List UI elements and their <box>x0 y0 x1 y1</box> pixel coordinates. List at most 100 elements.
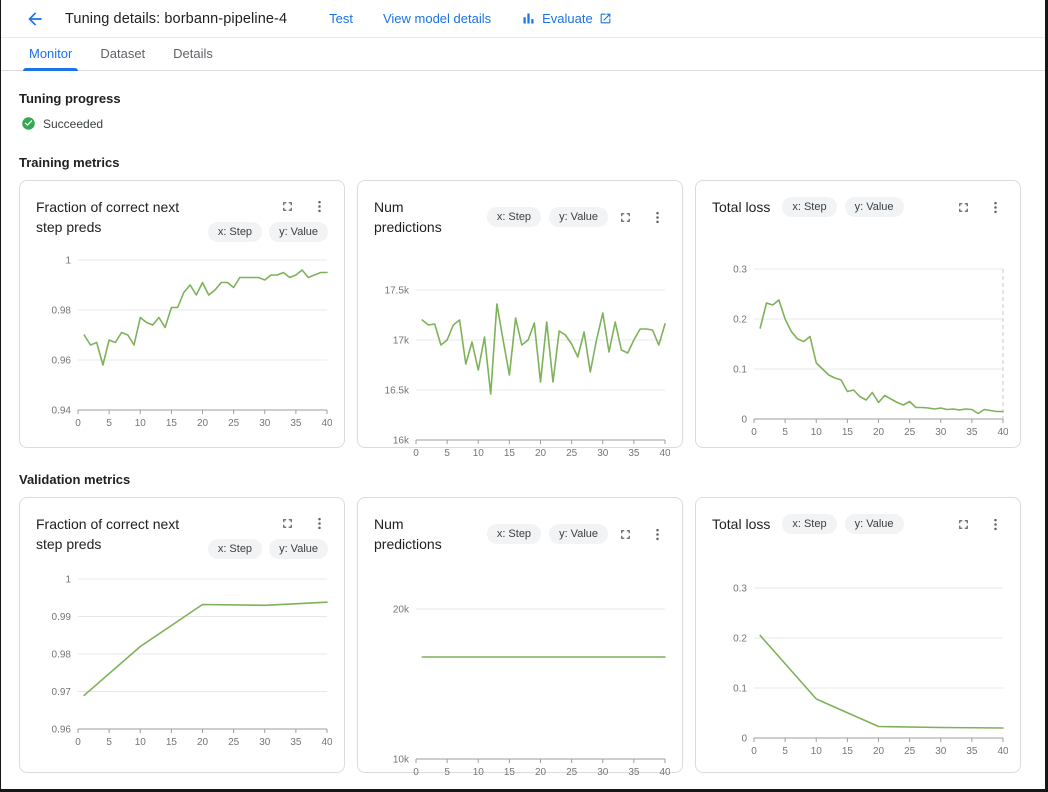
svg-text:40: 40 <box>997 427 1008 438</box>
svg-text:10: 10 <box>135 737 147 748</box>
x-axis-chip[interactable]: x: Step <box>782 514 837 535</box>
more-options-icon[interactable] <box>986 515 1004 533</box>
svg-text:0: 0 <box>75 418 81 429</box>
more-options-icon[interactable] <box>310 514 328 532</box>
svg-text:15: 15 <box>166 418 178 429</box>
fullscreen-icon[interactable] <box>278 514 296 532</box>
svg-text:0.96: 0.96 <box>52 725 72 736</box>
x-axis-chip[interactable]: x: Step <box>486 524 542 545</box>
svg-text:20: 20 <box>873 427 885 438</box>
back-button[interactable] <box>23 7 47 31</box>
svg-text:40: 40 <box>321 418 332 429</box>
line-chart: 0.96 0.97 0.98 0.99 1 0 5 10 15 20 25 30 35 40 <box>36 569 333 762</box>
line-chart: 16k 16.5k 17k 17.5k 0 5 10 15 20 25 30 35 40 <box>374 280 671 473</box>
more-options-icon[interactable] <box>648 208 666 226</box>
svg-text:30: 30 <box>597 767 609 778</box>
svg-text:17k: 17k <box>393 335 410 346</box>
chart-card-training-total-loss: Total loss x: Step y: Value 0 0.1 0.2 0.3 0 5… <box>695 180 1021 448</box>
svg-text:0.98: 0.98 <box>52 650 72 661</box>
svg-text:0.98: 0.98 <box>52 306 72 317</box>
y-axis-chip[interactable]: y: Value <box>269 539 328 559</box>
svg-text:10: 10 <box>811 427 823 438</box>
chart-title: Num predictions <box>374 516 442 553</box>
svg-text:0.1: 0.1 <box>733 365 747 376</box>
svg-text:0.1: 0.1 <box>733 684 747 695</box>
view-model-details-button[interactable]: View model details <box>382 11 492 26</box>
svg-text:5: 5 <box>444 767 450 778</box>
svg-text:1: 1 <box>65 256 71 267</box>
status-badge: Succeeded <box>43 116 104 131</box>
x-axis-chip[interactable]: x: Step <box>207 539 263 559</box>
fullscreen-icon[interactable] <box>954 515 972 533</box>
svg-text:40: 40 <box>997 746 1008 757</box>
fullscreen-icon[interactable] <box>616 525 634 543</box>
chart-title: Fraction of correct next step preds <box>36 199 180 236</box>
svg-text:0.94: 0.94 <box>52 406 72 417</box>
line-chart: 10k 20k 0 5 10 15 20 25 30 35 40 <box>374 599 671 792</box>
svg-text:0.96: 0.96 <box>52 356 72 367</box>
bar-chart-icon <box>523 13 534 24</box>
svg-text:15: 15 <box>504 767 516 778</box>
svg-text:35: 35 <box>290 737 302 748</box>
svg-text:0.99: 0.99 <box>52 612 72 623</box>
y-axis-chip[interactable]: y: Value <box>844 197 904 218</box>
evaluate-button[interactable]: Evaluate <box>521 11 612 26</box>
svg-text:25: 25 <box>904 746 916 757</box>
y-axis-chip[interactable]: y: Value <box>844 514 904 535</box>
svg-text:0.2: 0.2 <box>733 634 747 645</box>
svg-text:5: 5 <box>444 448 450 459</box>
svg-text:15: 15 <box>842 746 854 757</box>
svg-text:35: 35 <box>966 427 978 438</box>
x-axis-chip[interactable]: x: Step <box>207 222 263 242</box>
svg-text:10: 10 <box>135 418 147 429</box>
svg-text:40: 40 <box>659 448 670 459</box>
fullscreen-icon[interactable] <box>616 208 634 226</box>
svg-text:5: 5 <box>106 737 112 748</box>
back-arrow-icon <box>28 11 42 26</box>
svg-text:40: 40 <box>659 767 670 778</box>
y-axis-chip[interactable]: y: Value <box>549 524 608 545</box>
svg-text:10: 10 <box>473 767 485 778</box>
tab-monitor[interactable]: Monitor <box>15 38 86 71</box>
svg-text:20: 20 <box>535 448 547 459</box>
main-content: Tuning progress Succeeded Training metri… <box>1 71 1045 778</box>
chart-title: Total loss <box>712 516 771 532</box>
fullscreen-icon[interactable] <box>278 197 296 215</box>
svg-text:25: 25 <box>904 427 916 438</box>
svg-text:40: 40 <box>321 737 332 748</box>
chart-card-validation-fraction: Fraction of correct next step preds x: S… <box>19 497 345 773</box>
y-axis-chip[interactable]: y: Value <box>269 222 328 242</box>
chart-title: Num predictions <box>374 199 442 236</box>
svg-text:30: 30 <box>597 448 609 459</box>
tab-dataset[interactable]: Dataset <box>100 46 146 61</box>
status-row: Succeeded <box>21 116 1017 131</box>
header-actions: Test View model details Evaluate <box>329 11 612 26</box>
test-button[interactable]: Test <box>329 11 353 26</box>
svg-text:16k: 16k <box>393 435 410 446</box>
svg-text:10: 10 <box>473 448 485 459</box>
svg-text:1: 1 <box>65 575 71 586</box>
svg-text:0: 0 <box>741 415 747 426</box>
line-chart: 0.94 0.96 0.98 1 0 5 10 15 20 25 30 35 40 <box>36 250 333 443</box>
more-options-icon[interactable] <box>310 197 328 215</box>
fullscreen-icon[interactable] <box>954 198 972 216</box>
more-options-icon[interactable] <box>986 198 1004 216</box>
more-options-icon[interactable] <box>648 525 666 543</box>
x-axis-chip[interactable]: x: Step <box>486 207 542 228</box>
svg-text:25: 25 <box>566 767 578 778</box>
svg-text:0.97: 0.97 <box>52 687 72 698</box>
svg-text:20: 20 <box>535 767 547 778</box>
line-chart: 0 0.1 0.2 0.3 0 5 10 15 20 25 30 35 40 <box>712 259 1009 452</box>
x-axis-chip[interactable]: x: Step <box>782 197 837 218</box>
success-check-icon <box>22 117 35 130</box>
chart-card-validation-total-loss: Total loss x: Step y: Value 0 0.1 0.2 0.3 0 5… <box>695 497 1021 773</box>
svg-text:5: 5 <box>106 418 112 429</box>
tab-details[interactable]: Details <box>173 46 213 61</box>
svg-text:0.3: 0.3 <box>733 584 747 595</box>
svg-text:0: 0 <box>413 448 419 459</box>
svg-text:35: 35 <box>966 746 978 757</box>
svg-text:0: 0 <box>751 427 757 438</box>
chart-card-training-num-predictions: Num predictions x: Step y: Value 16k 16.5… <box>357 180 683 459</box>
y-axis-chip[interactable]: y: Value <box>549 207 608 228</box>
svg-text:35: 35 <box>628 448 640 459</box>
